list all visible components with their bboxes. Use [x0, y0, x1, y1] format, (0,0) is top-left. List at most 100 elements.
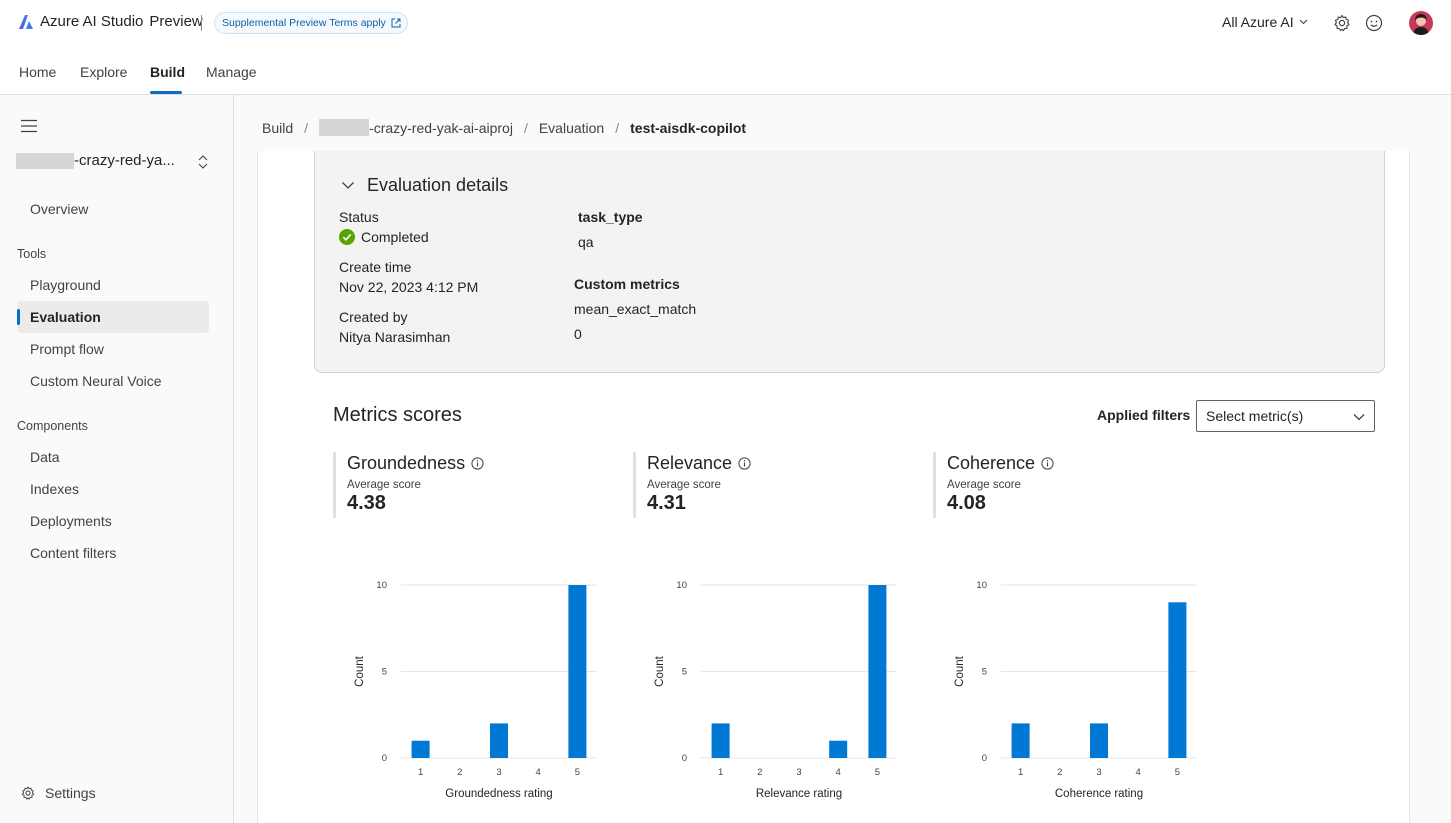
- breadcrumb-build[interactable]: Build: [262, 119, 294, 136]
- groundedness-histogram: 0 5 10 1 2 3 4 5 Groundedness rating Count: [349, 570, 629, 810]
- info-icon[interactable]: [1041, 457, 1054, 470]
- sidebar-settings[interactable]: Settings: [20, 785, 96, 801]
- smiley-feedback-icon[interactable]: [1364, 13, 1384, 33]
- bar[interactable]: [1090, 723, 1108, 758]
- bar[interactable]: [711, 723, 730, 758]
- x-tick-label: 1: [718, 767, 723, 778]
- custom-metric-name: mean_exact_match: [574, 301, 697, 317]
- created-by-label: Created by: [339, 309, 408, 325]
- settings-label: Settings: [45, 785, 96, 801]
- nav-build[interactable]: Build: [150, 64, 185, 80]
- metric-select-dropdown[interactable]: Select metric(s): [1196, 400, 1375, 432]
- preview-terms-label: Supplemental Preview Terms apply: [222, 17, 386, 29]
- bar[interactable]: [829, 740, 848, 758]
- chevron-down-icon: [342, 182, 354, 189]
- y-tick-label: 5: [382, 667, 387, 678]
- evaluation-details-toggle[interactable]: Evaluation details: [341, 175, 508, 196]
- coherence-histogram: 0 5 10 1 2 3 4 5 Coherence rating Count: [949, 570, 1229, 810]
- nav-explore[interactable]: Explore: [80, 64, 128, 80]
- chart-svg: 0 5 10 1 2 3 4 5 Coherence rating Count: [954, 580, 1197, 800]
- status-value: Completed: [339, 229, 429, 245]
- bar[interactable]: [1168, 602, 1187, 758]
- relevance-histogram: 0 5 10 1 2 3 4 5 Relevance rating Count: [649, 570, 929, 810]
- x-tick-label: 5: [575, 767, 580, 778]
- info-icon[interactable]: [738, 457, 751, 470]
- preview-terms-link[interactable]: Supplemental Preview Terms apply: [214, 12, 408, 34]
- project-name: -crazy-red-ya...: [74, 152, 175, 169]
- sidebar-item-indexes[interactable]: Indexes: [30, 481, 80, 497]
- project-selector[interactable]: -crazy-red-ya...: [16, 152, 175, 169]
- evaluation-details-heading: Evaluation details: [367, 175, 509, 195]
- status-text: Completed: [361, 229, 429, 245]
- score-name-row: Groundedness: [347, 453, 484, 474]
- sidebar-item-evaluation[interactable]: Evaluation: [30, 309, 101, 325]
- breadcrumb-evaluation[interactable]: Evaluation: [538, 119, 605, 136]
- breadcrumb-project[interactable]: -crazy-red-yak-ai-aiproj: [369, 119, 513, 136]
- create-time-label: Create time: [339, 259, 412, 275]
- y-tick-label: 5: [982, 667, 987, 678]
- sidebar-active-background: [17, 301, 209, 333]
- x-axis-label: Coherence rating: [1055, 788, 1143, 800]
- x-tick-label: 2: [457, 767, 462, 778]
- x-tick-label: 2: [757, 767, 762, 778]
- tenant-selector[interactable]: All Azure AI: [1222, 14, 1308, 30]
- x-tick-label: 2: [1057, 767, 1062, 778]
- average-score-value: 4.08: [947, 492, 986, 514]
- x-tick-label: 3: [496, 767, 501, 778]
- nav-active-indicator: [150, 91, 182, 94]
- y-tick-label: 10: [976, 580, 987, 591]
- y-tick-label: 0: [382, 753, 387, 764]
- breadcrumb-separator: /: [615, 119, 620, 136]
- x-axis-label: Relevance rating: [756, 788, 842, 800]
- score-name: Groundedness: [347, 453, 466, 473]
- redacted-text: [319, 119, 370, 136]
- breadcrumb-current: test-aisdk-copilot: [630, 119, 747, 136]
- chart-svg: 0 5 10 1 2 3 4 5 Groundedness rating Count: [354, 580, 597, 800]
- metric-select-placeholder: Select metric(s): [1206, 408, 1304, 424]
- gear-icon: [21, 786, 35, 800]
- chevron-up-down-icon[interactable]: [197, 154, 209, 170]
- x-tick-label: 4: [536, 767, 541, 778]
- brand[interactable]: Azure AI Studio Preview: [18, 13, 203, 30]
- breadcrumb: Build / -crazy-red-yak-ai-aiproj / Evalu…: [262, 119, 746, 136]
- create-time-value: Nov 22, 2023 4:12 PM: [339, 279, 479, 295]
- x-tick-label: 5: [875, 767, 880, 778]
- nav-home[interactable]: Home: [19, 64, 57, 80]
- score-relevance: Relevance Average score 4.31: [633, 452, 751, 518]
- y-tick-label: 10: [376, 580, 387, 591]
- gear-icon[interactable]: [1332, 13, 1352, 33]
- sidebar-item-content-filters[interactable]: Content filters: [30, 545, 117, 561]
- bar[interactable]: [868, 585, 887, 758]
- score-name-row: Relevance: [647, 453, 751, 474]
- applied-filters-label: Applied filters: [1097, 407, 1191, 423]
- sidebar-heading-components: Components: [17, 419, 88, 433]
- redacted-text: [16, 152, 74, 169]
- sidebar-item-overview[interactable]: Overview: [30, 201, 89, 217]
- sidebar-active-indicator: [17, 309, 20, 325]
- y-tick-label: 0: [682, 753, 687, 764]
- x-tick-label: 4: [836, 767, 841, 778]
- sidebar-item-custom-neural-voice[interactable]: Custom Neural Voice: [30, 373, 162, 389]
- sidebar-item-deployments[interactable]: Deployments: [30, 513, 112, 529]
- custom-metric-value: 0: [574, 326, 582, 342]
- bar[interactable]: [568, 585, 587, 758]
- score-groundedness: Groundedness Average score 4.38: [333, 452, 484, 518]
- x-axis-label: Groundedness rating: [445, 788, 552, 800]
- brand-name: Azure AI Studio: [40, 13, 144, 30]
- sidebar-heading-tools: Tools: [17, 247, 47, 261]
- metrics-scores-heading: Metrics scores: [333, 404, 462, 426]
- sidebar-item-playground[interactable]: Playground: [30, 277, 101, 293]
- bar[interactable]: [490, 723, 508, 758]
- sidebar-item-prompt-flow[interactable]: Prompt flow: [30, 341, 104, 357]
- custom-metrics-label: Custom metrics: [574, 276, 680, 292]
- y-tick-label: 0: [982, 753, 987, 764]
- x-tick-label: 3: [796, 767, 801, 778]
- info-icon[interactable]: [471, 457, 484, 470]
- hamburger-menu-icon[interactable]: [20, 119, 38, 133]
- status-label: Status: [339, 209, 379, 225]
- bar[interactable]: [411, 740, 430, 758]
- bar[interactable]: [1011, 723, 1030, 758]
- sidebar-item-data[interactable]: Data: [30, 449, 60, 465]
- user-avatar[interactable]: [1409, 11, 1433, 35]
- nav-manage[interactable]: Manage: [206, 64, 257, 80]
